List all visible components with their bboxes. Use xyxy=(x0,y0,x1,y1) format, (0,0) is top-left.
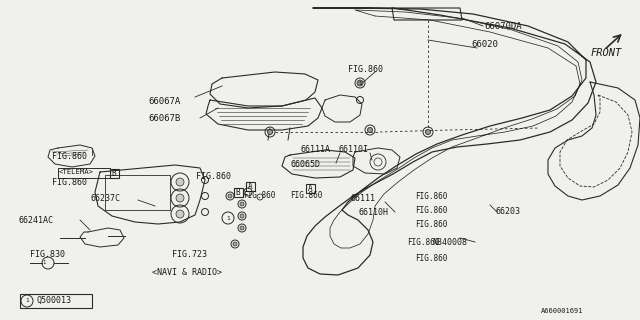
Circle shape xyxy=(268,130,273,134)
Bar xyxy=(105,175,170,210)
Text: FIG.860: FIG.860 xyxy=(196,172,231,181)
Bar xyxy=(234,188,243,196)
Bar xyxy=(20,294,92,308)
Text: 1: 1 xyxy=(25,299,29,303)
Text: FIG.723: FIG.723 xyxy=(172,250,207,259)
Circle shape xyxy=(176,178,184,186)
Text: B: B xyxy=(112,169,116,178)
Text: FIG.860: FIG.860 xyxy=(348,65,383,74)
Text: 66203: 66203 xyxy=(495,207,520,216)
Text: FIG.860: FIG.860 xyxy=(407,238,440,247)
Text: <TELEMA>: <TELEMA> xyxy=(59,169,94,175)
Text: 1: 1 xyxy=(226,215,230,220)
Text: <NAVI & RADIO>: <NAVI & RADIO> xyxy=(152,268,222,277)
Text: FIG.860: FIG.860 xyxy=(415,254,447,263)
Bar xyxy=(305,183,314,193)
Text: 66110H: 66110H xyxy=(358,208,388,217)
Text: 66065D: 66065D xyxy=(290,160,320,169)
Text: 66241AC: 66241AC xyxy=(18,216,53,225)
Circle shape xyxy=(240,202,244,206)
Circle shape xyxy=(176,194,184,202)
Text: Q500013: Q500013 xyxy=(36,296,71,305)
Text: N340008: N340008 xyxy=(432,238,467,247)
Circle shape xyxy=(176,210,184,218)
Circle shape xyxy=(426,130,431,134)
Circle shape xyxy=(240,226,244,230)
Text: 66111: 66111 xyxy=(350,194,375,203)
Circle shape xyxy=(357,80,363,86)
Text: 66067A: 66067A xyxy=(148,97,180,106)
Text: FIG.860: FIG.860 xyxy=(415,192,447,201)
Text: FIG.830: FIG.830 xyxy=(30,250,65,259)
Bar xyxy=(109,169,118,178)
Text: 66111A: 66111A xyxy=(300,145,330,154)
Text: 1: 1 xyxy=(358,81,362,85)
Circle shape xyxy=(240,214,244,218)
Text: B: B xyxy=(236,188,240,196)
Text: FIG.860: FIG.860 xyxy=(290,191,323,200)
Text: 66067B: 66067B xyxy=(148,114,180,123)
Text: FIG.860: FIG.860 xyxy=(415,206,447,215)
Text: 66237C: 66237C xyxy=(90,194,120,203)
Text: FRONT: FRONT xyxy=(591,48,622,58)
Text: 66020: 66020 xyxy=(471,40,498,49)
Text: FIG.860: FIG.860 xyxy=(415,220,447,229)
Text: 66070DA: 66070DA xyxy=(484,22,522,31)
Circle shape xyxy=(228,194,232,198)
Circle shape xyxy=(233,242,237,246)
Circle shape xyxy=(367,127,372,132)
Text: FIG.860: FIG.860 xyxy=(243,191,275,200)
Text: A: A xyxy=(248,181,252,190)
Text: 1: 1 xyxy=(42,260,45,266)
Bar xyxy=(58,168,110,178)
Text: A: A xyxy=(308,183,312,193)
Text: 66110I: 66110I xyxy=(338,145,368,154)
Bar xyxy=(246,181,255,190)
Text: FIG.860: FIG.860 xyxy=(52,178,87,187)
Text: FIG.860: FIG.860 xyxy=(52,152,87,161)
Text: A660001691: A660001691 xyxy=(541,308,584,314)
